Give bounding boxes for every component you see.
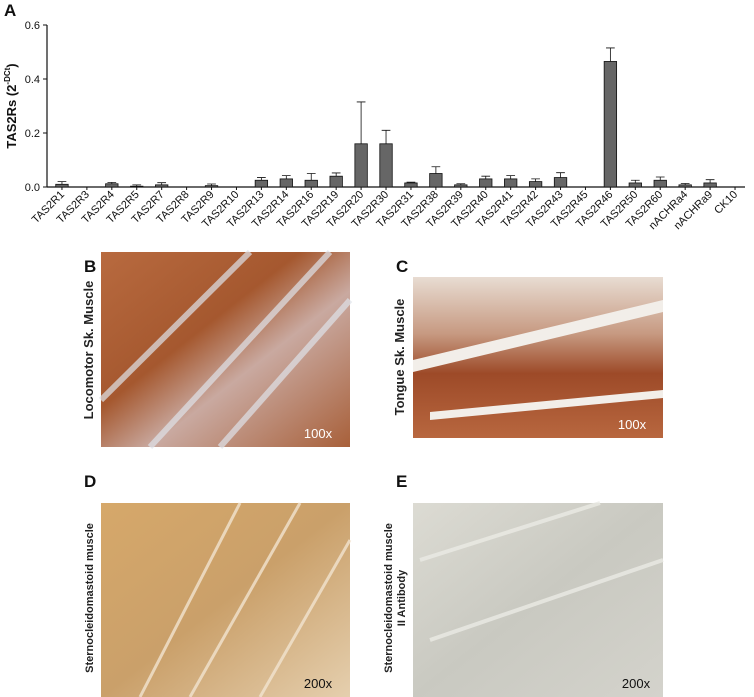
error-bar (630, 179, 640, 183)
bar (504, 178, 518, 188)
error-bar (481, 175, 491, 179)
magnification: 200x (622, 676, 651, 691)
panel-c: C Tongue Sk. Muscle 100x (392, 257, 663, 438)
error-bar (257, 177, 266, 181)
y-label-end: ) (4, 63, 19, 67)
panel-label: Sternocleidomastoid muscle (383, 523, 395, 673)
magnification: 100x (304, 426, 333, 441)
error-bar (132, 184, 142, 187)
bar (279, 178, 293, 188)
bar (105, 183, 119, 188)
micrograph-texture (98, 249, 353, 450)
bar (628, 182, 642, 188)
magnification: 200x (304, 676, 333, 691)
error-bar (531, 178, 540, 182)
bar (55, 183, 69, 188)
error-bar (157, 182, 167, 185)
bar (653, 179, 667, 188)
panel-letter: E (396, 472, 407, 491)
panel-label: II Antibody (396, 569, 408, 626)
panel-label: Sternocleidomastoid muscle (84, 523, 96, 673)
error-bar (606, 47, 615, 62)
panel-letter: C (396, 257, 408, 276)
bar (329, 175, 343, 188)
bar-chart: 0.00.20.40.6TAS2R1TAS2R3TAS2R4TAS2R5TAS2… (25, 20, 745, 232)
error-bar (431, 166, 441, 174)
bar (429, 173, 443, 188)
bar (404, 182, 418, 188)
y-label-text: TAS2Rs (2 (4, 85, 19, 149)
error-bar (406, 181, 416, 183)
bar (304, 179, 318, 188)
bar (603, 61, 618, 188)
error-bar (456, 183, 466, 185)
y-tick-label: 0.6 (25, 20, 40, 32)
y-tick-label: 0.2 (25, 128, 40, 140)
bar (553, 177, 568, 188)
error-bar (57, 181, 67, 185)
bar (454, 184, 468, 188)
error-bar (556, 172, 565, 178)
micrograph-texture (413, 300, 663, 420)
error-bar (506, 175, 516, 179)
y-tick-label: 0.0 (25, 182, 40, 194)
panel-letter: A (4, 1, 16, 20)
panel-label: Locomotor Sk. Muscle (81, 281, 96, 420)
x-tick-label: CK10 (712, 189, 740, 217)
bar (155, 184, 169, 188)
bar (204, 185, 219, 188)
micrograph-texture (138, 502, 352, 697)
error-bar (331, 172, 341, 177)
micrograph (413, 503, 663, 697)
error-bar (281, 175, 291, 179)
micrograph (101, 252, 350, 447)
y-label-sup: -DCt (3, 67, 12, 84)
bar (379, 143, 393, 188)
error-bar (680, 183, 690, 185)
error-bar (655, 176, 665, 181)
magnification: 100x (618, 417, 647, 432)
bar (479, 178, 493, 188)
error-bar (705, 179, 715, 183)
y-axis-label: TAS2Rs (2-DCt) (3, 63, 19, 148)
panel-letter: D (84, 472, 96, 491)
bar (354, 143, 368, 188)
y-tick-label: 0.4 (25, 74, 40, 86)
micrograph (101, 503, 350, 697)
panel-e: E Sternocleidomastoid muscle II Antibody… (383, 472, 664, 697)
panel-d: D Sternocleidomastoid muscle 200x (84, 472, 352, 697)
bar (678, 184, 692, 188)
panel-b: B Locomotor Sk. Muscle 100x (81, 249, 353, 450)
error-bar (381, 129, 391, 144)
bar (528, 181, 543, 188)
error-bar (356, 101, 366, 144)
panel-letter: B (84, 257, 96, 276)
panel-label: Tongue Sk. Muscle (392, 299, 407, 416)
micrograph-texture (419, 501, 664, 642)
bar (703, 182, 717, 188)
error-bar (207, 183, 216, 186)
error-bar (306, 173, 316, 181)
bar (130, 185, 144, 188)
error-bar (107, 182, 117, 184)
bar (254, 179, 269, 188)
